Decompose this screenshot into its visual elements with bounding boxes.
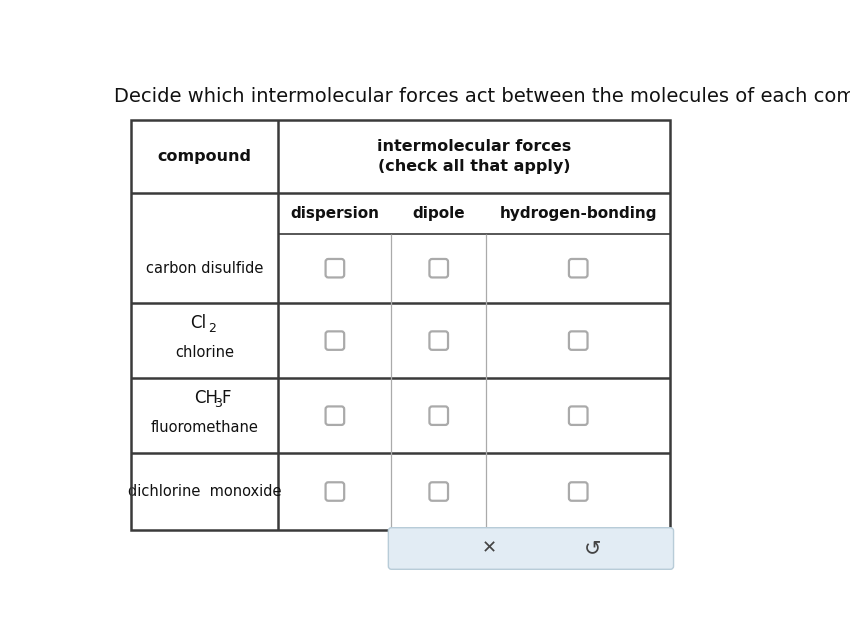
FancyBboxPatch shape — [388, 528, 673, 569]
Text: ✕: ✕ — [482, 540, 496, 558]
Text: chlorine: chlorine — [175, 345, 234, 360]
Text: carbon disulfide: carbon disulfide — [146, 261, 264, 276]
Text: 3: 3 — [214, 397, 222, 410]
Text: dipole: dipole — [412, 206, 465, 221]
Text: F: F — [222, 389, 231, 408]
Text: Decide which intermolecular forces act between the molecules of each comp: Decide which intermolecular forces act b… — [114, 86, 850, 105]
Text: dichlorine  monoxide: dichlorine monoxide — [128, 484, 281, 499]
Text: compound: compound — [157, 149, 252, 163]
Bar — [131, 120, 671, 530]
Text: CH: CH — [194, 389, 218, 408]
Text: ↺: ↺ — [584, 538, 601, 558]
Text: fluoromethane: fluoromethane — [150, 420, 258, 435]
Text: Cl: Cl — [190, 314, 207, 333]
Text: intermolecular forces
(check all that apply): intermolecular forces (check all that ap… — [377, 139, 571, 174]
Text: 2: 2 — [207, 322, 216, 335]
Text: hydrogen-bonding: hydrogen-bonding — [500, 206, 657, 221]
Text: dispersion: dispersion — [291, 206, 379, 221]
